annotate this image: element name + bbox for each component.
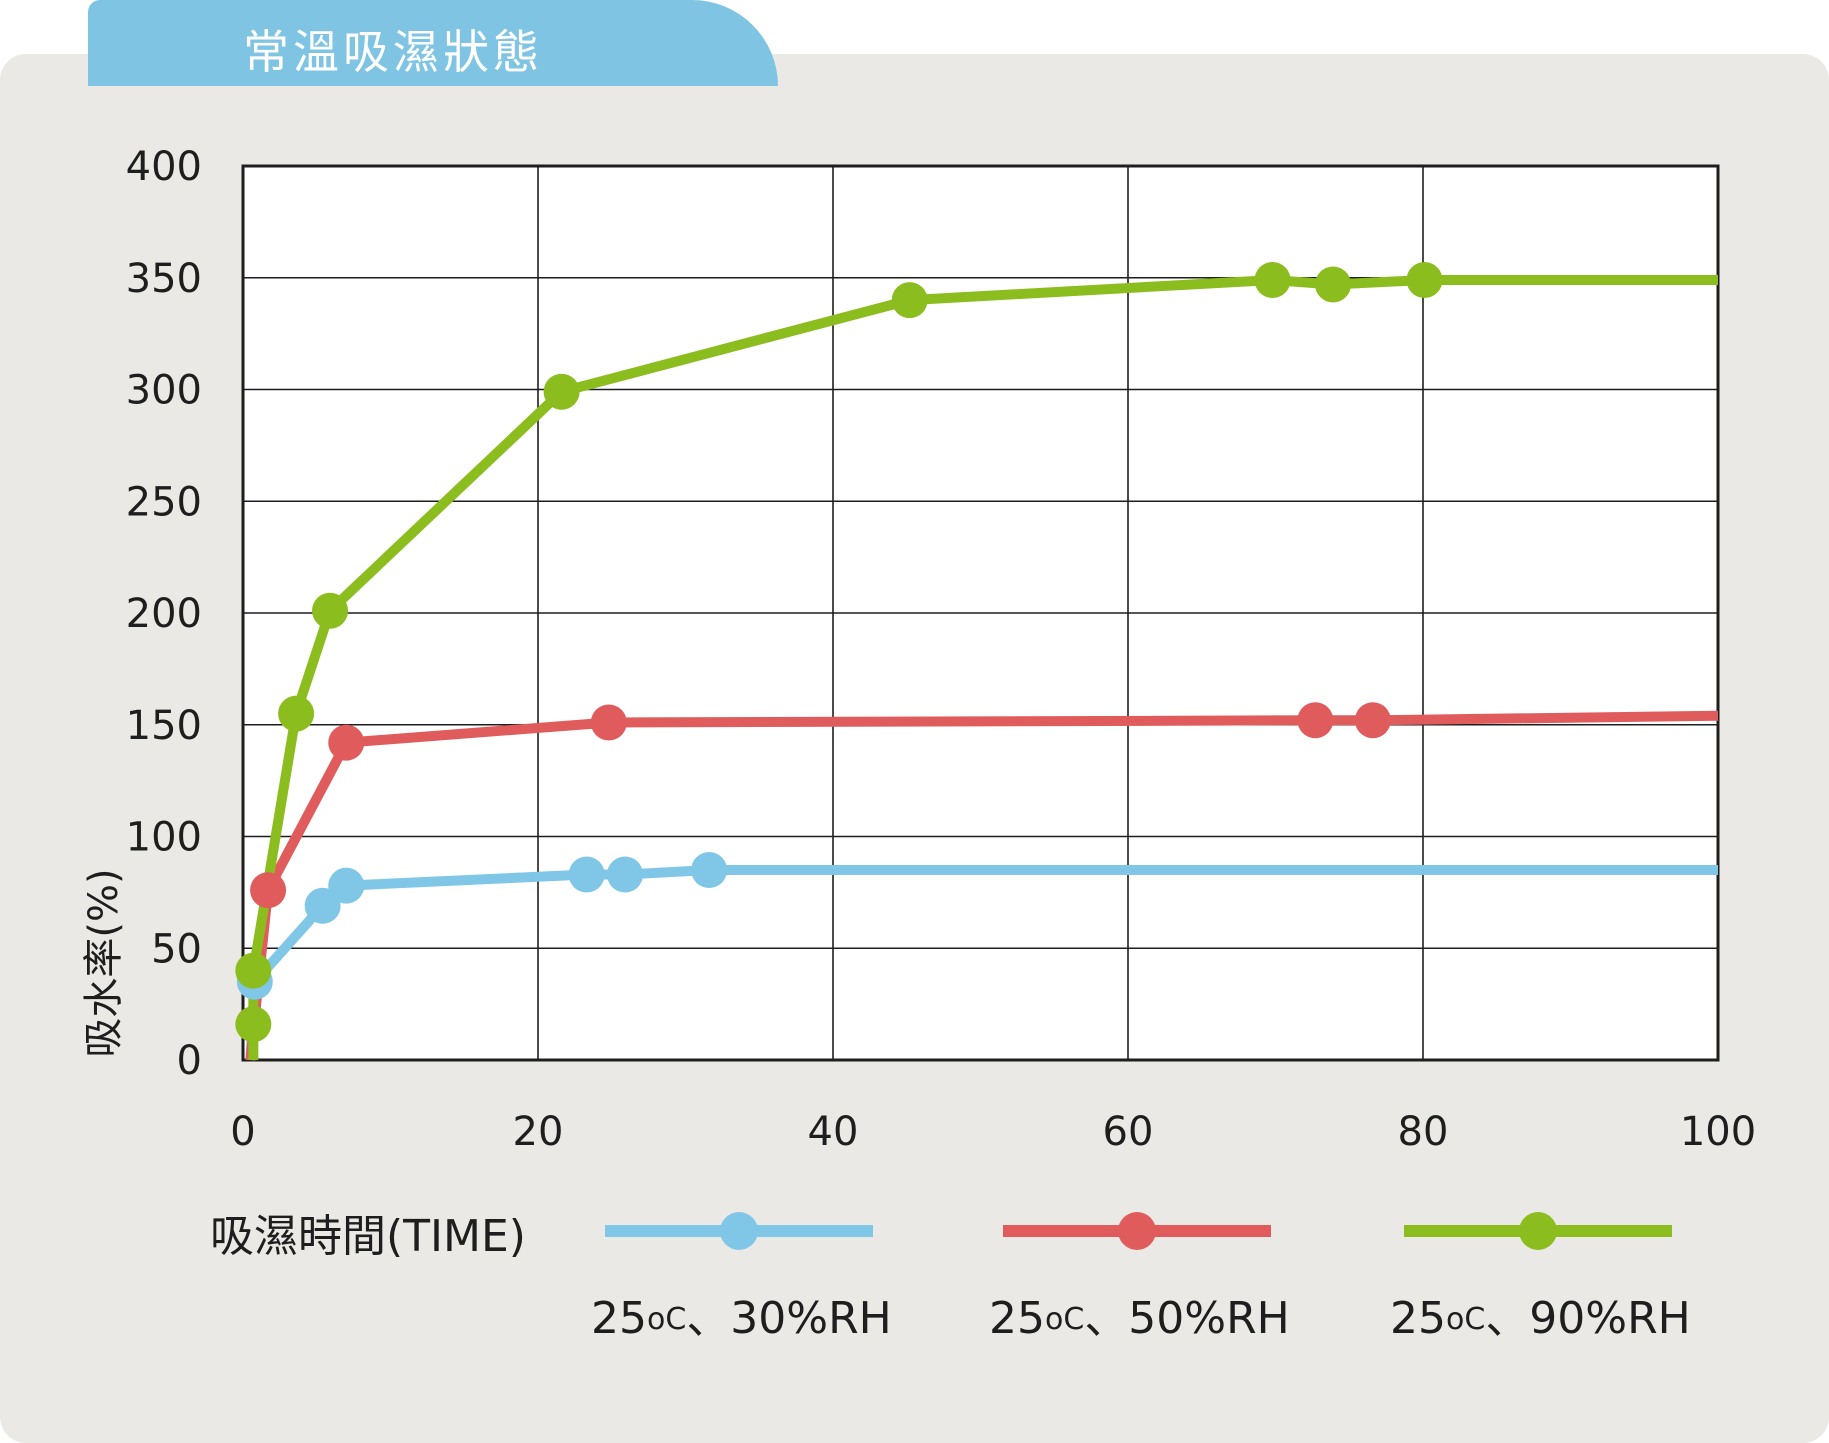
data-point bbox=[1297, 702, 1334, 739]
plot-border bbox=[241, 164, 1720, 1062]
y-tick-label: 350 bbox=[126, 256, 202, 302]
y-tick-label: 250 bbox=[126, 479, 202, 525]
data-point bbox=[543, 373, 580, 410]
data-point bbox=[891, 282, 928, 319]
data-point bbox=[328, 724, 365, 761]
data-point bbox=[250, 872, 287, 909]
y-tick-label: 50 bbox=[151, 926, 202, 972]
legend-label: 25oC、30%RH bbox=[591, 1293, 892, 1344]
x-tick-label: 40 bbox=[808, 1109, 859, 1155]
data-point bbox=[1354, 702, 1391, 739]
y-tick-label: 150 bbox=[126, 703, 202, 749]
data-point bbox=[590, 704, 627, 741]
data-point bbox=[312, 592, 349, 629]
data-point bbox=[1254, 261, 1291, 298]
x-axis-ticks: 0 20 40 60 80 100 bbox=[230, 1109, 1756, 1155]
y-axis-ticks: 0 50 100 150 200 250 300 350 400 bbox=[126, 144, 202, 1084]
data-point bbox=[1406, 261, 1443, 298]
data-point bbox=[235, 1006, 272, 1043]
data-point bbox=[304, 887, 341, 924]
y-axis-label: 吸水率(%) bbox=[81, 868, 127, 1057]
series-group bbox=[235, 261, 1719, 1061]
legend-label: 25oC、50%RH bbox=[989, 1293, 1290, 1344]
legend-swatch-marker bbox=[1519, 1212, 1557, 1250]
data-point bbox=[691, 852, 728, 889]
x-tick-label: 20 bbox=[513, 1109, 564, 1155]
y-tick-label: 300 bbox=[126, 368, 202, 414]
chart-title: 常溫吸濕狀態 bbox=[243, 25, 543, 79]
title-tab: 常溫吸濕狀態 bbox=[88, 0, 778, 86]
legend-label: 25oC、90%RH bbox=[1390, 1293, 1691, 1344]
data-point bbox=[328, 867, 365, 904]
x-axis-label: 吸濕時間(TIME) bbox=[210, 1211, 526, 1262]
x-tick-label: 80 bbox=[1398, 1109, 1449, 1155]
data-point bbox=[568, 856, 605, 893]
y-tick-label: 100 bbox=[126, 815, 202, 861]
legend-swatch-marker bbox=[720, 1212, 758, 1250]
data-point bbox=[1315, 266, 1352, 303]
y-tick-label: 400 bbox=[126, 144, 202, 190]
data-point bbox=[235, 952, 272, 989]
x-tick-label: 100 bbox=[1680, 1109, 1756, 1155]
data-point bbox=[278, 695, 315, 732]
x-tick-label: 60 bbox=[1103, 1109, 1154, 1155]
data-point bbox=[607, 856, 644, 893]
legend: 25oC、30%RH 25oC、50%RH 25oC、90%RH bbox=[591, 1212, 1691, 1344]
x-tick-label: 0 bbox=[230, 1109, 255, 1155]
y-tick-label: 0 bbox=[177, 1038, 202, 1084]
legend-swatch-marker bbox=[1118, 1212, 1156, 1250]
y-tick-label: 200 bbox=[126, 591, 202, 637]
